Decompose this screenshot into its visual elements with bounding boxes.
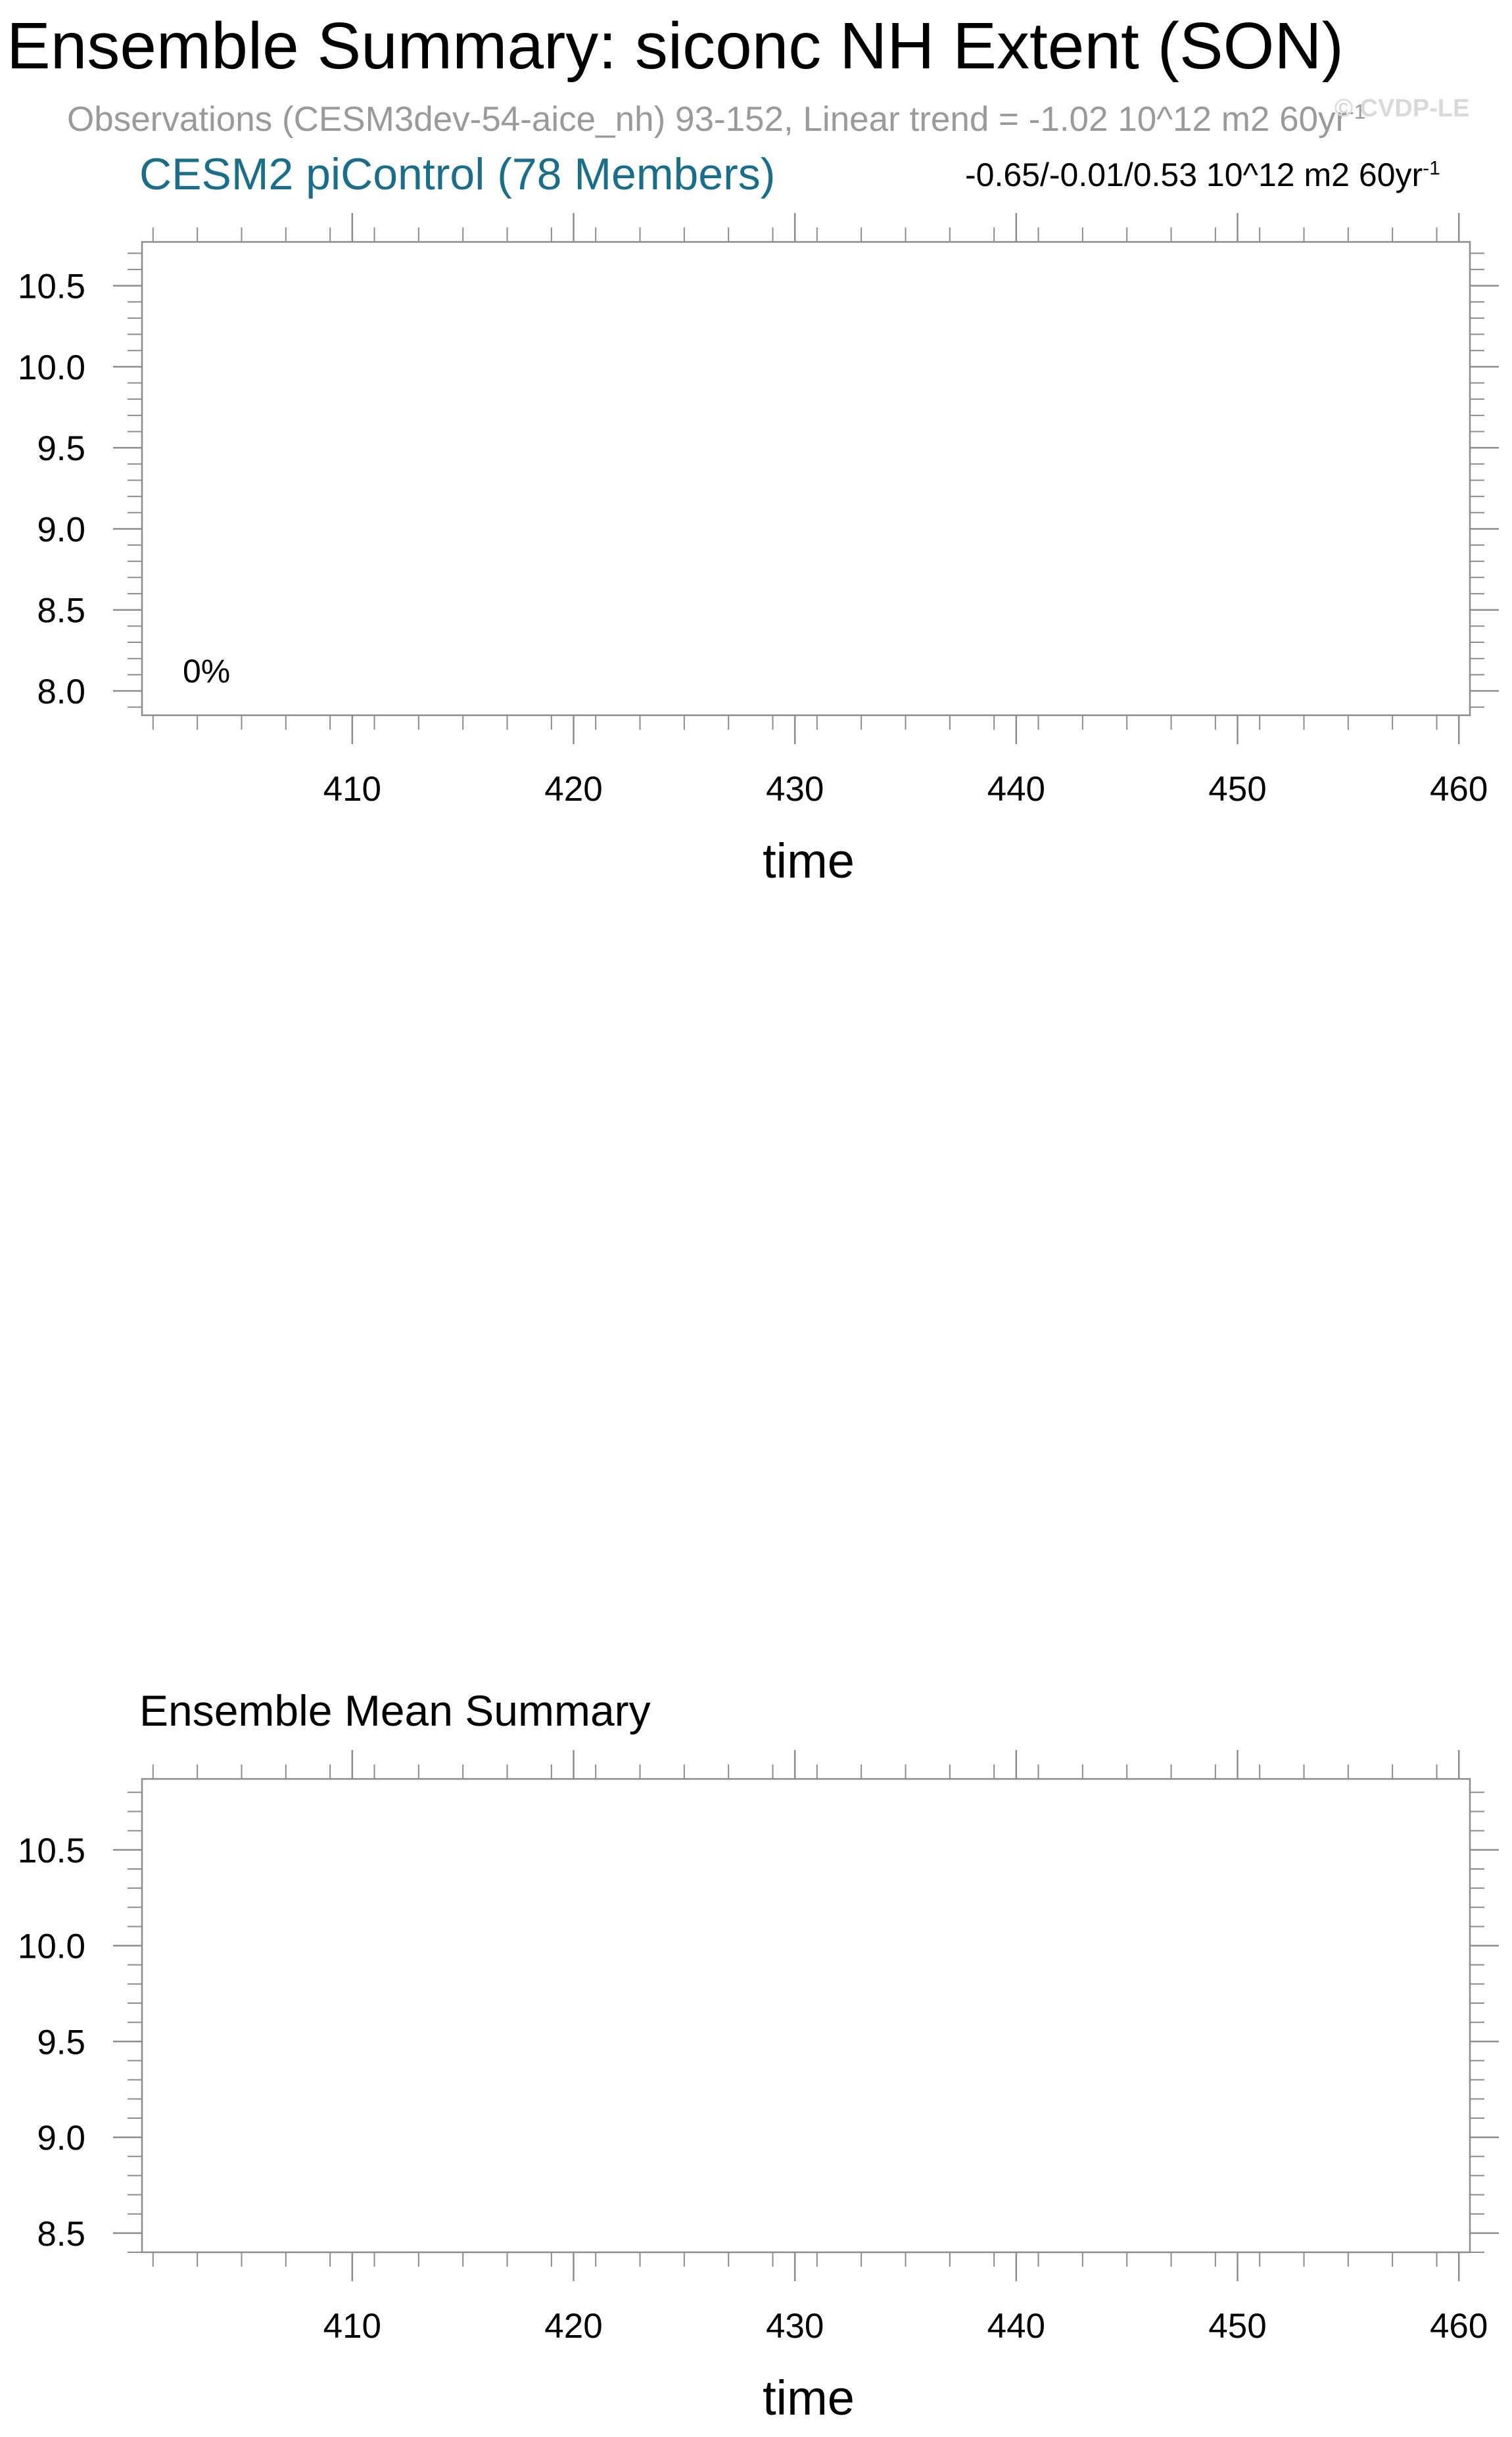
x-tick-label: 430 <box>766 2307 824 2346</box>
x-tick-label: 460 <box>1430 770 1488 809</box>
y-tick-label: 8.5 <box>37 592 85 630</box>
watermark-text: © CVDP-LE <box>1335 95 1470 122</box>
x-tick-label: 450 <box>1208 2307 1266 2346</box>
x-tick-label: 420 <box>544 2307 602 2346</box>
panel2-title: Ensemble Mean Summary <box>139 1686 651 1735</box>
x-tick-label: 420 <box>544 770 602 809</box>
x-axis-title: time <box>763 2371 855 2425</box>
panel1-stats: -0.65/-0.01/0.53 10^12 m2 60yr-1 <box>965 154 1440 196</box>
x-tick-label: 440 <box>987 2307 1045 2346</box>
y-tick-label: 10.0 <box>18 348 85 387</box>
panel1-stats-exponent: -1 <box>1423 157 1440 179</box>
observations-exponent: -1 <box>1347 99 1366 124</box>
panel2-plot: 410 420 430 440 450 460 8.5 9.0 9.5 10.0 10.5 time <box>18 1750 1499 2425</box>
y-tick-label: 10.5 <box>18 1832 85 1870</box>
y-tick-label: 9.0 <box>37 510 85 549</box>
panel1-plot: 410 420 430 440 450 460 8.0 8.5 9.0 9.5 10.0 10.5 ti… <box>18 213 1499 888</box>
x-tick-label: 410 <box>323 770 381 809</box>
y-tick-label: 9.5 <box>37 2023 85 2062</box>
y-tick-label: 10.0 <box>18 1928 85 1966</box>
x-axis-title: time <box>763 834 855 888</box>
x-tick-label: 430 <box>766 770 824 809</box>
x-tick-label: 410 <box>323 2307 381 2346</box>
panel1-title: CESM2 piControl (78 Members) <box>139 149 776 199</box>
page-title: Ensemble Summary: siconc NH Extent (SON) <box>7 9 1344 83</box>
observations-subtitle: Observations (CESM3dev-54-aice_nh) 93-15… <box>67 99 1365 141</box>
x-tick-label: 460 <box>1430 2307 1488 2346</box>
panel1-stats-text: -0.65/-0.01/0.53 10^12 m2 60yr <box>965 156 1423 193</box>
y-tick-label: 8.0 <box>37 673 85 711</box>
y-tick-label: 9.5 <box>37 429 85 468</box>
plot-frame <box>141 241 1471 717</box>
percent-annotation: 0% <box>183 653 230 690</box>
observations-text: Observations (CESM3dev-54-aice_nh) 93-15… <box>67 100 1348 139</box>
y-tick-label: 9.0 <box>37 2119 85 2158</box>
x-tick-label: 440 <box>987 770 1045 809</box>
y-tick-label: 10.5 <box>18 268 85 306</box>
plot-frame <box>141 1778 1471 2254</box>
x-tick-label: 450 <box>1208 770 1266 809</box>
y-tick-label: 8.5 <box>37 2215 85 2254</box>
